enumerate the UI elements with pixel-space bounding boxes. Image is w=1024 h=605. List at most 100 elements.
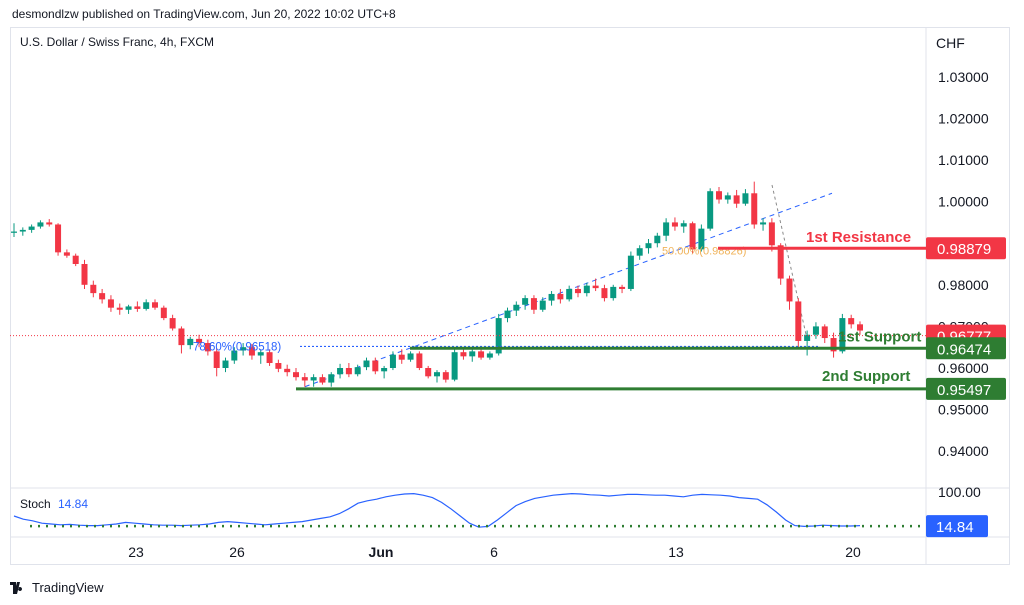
candle-body — [319, 377, 326, 383]
support-1-price-tag-bg — [926, 337, 1006, 360]
tradingview-logo-icon — [10, 581, 23, 594]
price-tick-label: 0.94000 — [938, 443, 989, 459]
candle-body — [566, 288, 573, 300]
candle-body — [407, 353, 414, 360]
candle-body — [716, 191, 722, 200]
candle-body — [619, 286, 626, 289]
stoch-label: Stoch — [20, 497, 51, 511]
candle-body — [548, 293, 555, 301]
candle-body — [689, 223, 696, 250]
candle-body — [257, 352, 264, 356]
candle-body — [804, 334, 811, 341]
candle-body — [310, 377, 317, 381]
currency-label: CHF — [936, 35, 965, 51]
candle-body — [557, 293, 564, 300]
candle-body — [645, 243, 652, 249]
candle-body — [204, 343, 211, 352]
candle-body — [539, 300, 546, 310]
candle-body — [37, 222, 44, 227]
candle-body — [160, 307, 167, 319]
candle-body — [363, 360, 370, 368]
stoch-line — [13, 492, 861, 528]
support-1-price-tag: 0.96474 — [937, 341, 991, 358]
footer: TradingView — [10, 580, 104, 595]
candle-body — [275, 363, 282, 369]
candle-body — [575, 288, 581, 294]
candle-body — [857, 324, 863, 331]
candle-body — [680, 223, 687, 227]
candle-body — [786, 278, 793, 302]
candle-body — [698, 228, 705, 250]
candle-body — [116, 307, 123, 310]
candle-body — [178, 328, 185, 346]
candle-body — [671, 222, 678, 227]
time-tick-label: 26 — [229, 544, 245, 560]
candle-body — [821, 326, 828, 339]
support-2-label: 2nd Support — [822, 368, 910, 385]
candle-body — [636, 248, 643, 256]
candle-body — [107, 299, 114, 308]
candle-body — [663, 222, 670, 236]
candle-body — [751, 193, 758, 225]
candle-body — [478, 351, 485, 358]
fib-786-label: 78.60%(0.96518) — [193, 341, 281, 353]
candle-body — [627, 255, 634, 289]
candle-body — [240, 347, 247, 351]
candle-body — [134, 306, 141, 309]
price-tick-label: 0.96000 — [938, 360, 989, 376]
candle-body — [99, 293, 106, 300]
candle-body — [795, 301, 802, 341]
stoch-value-tag-bg — [926, 515, 988, 538]
price-tick-label: 0.95000 — [938, 402, 989, 418]
candle-body — [812, 326, 819, 335]
candle-body — [11, 231, 17, 233]
resistance-label: 1st Resistance — [806, 229, 911, 246]
time-tick-label: 23 — [128, 544, 144, 560]
candle-body — [19, 229, 26, 232]
stoch-value-tag: 14.84 — [936, 519, 974, 536]
support-2-price-tag-bg — [926, 377, 1006, 400]
candle-body — [495, 318, 502, 354]
candle-body — [777, 245, 784, 279]
time-tick-label: 13 — [668, 544, 684, 560]
candle-body — [654, 235, 661, 244]
price-tick-label: 1.03000 — [938, 69, 989, 85]
candle-body — [372, 360, 379, 372]
candle-body — [434, 372, 440, 377]
price-tick-label: 1.00000 — [938, 194, 989, 210]
support-2-price-tag: 0.95497 — [937, 382, 991, 399]
time-tick-label: 6 — [490, 544, 498, 560]
candle-body — [293, 372, 299, 378]
candle-body — [733, 195, 740, 204]
candle-body — [231, 350, 238, 361]
candle-body — [530, 298, 537, 310]
candle-body — [830, 338, 837, 352]
resistance-price-tag-bg — [926, 237, 1006, 260]
candle-body — [222, 360, 229, 368]
candle-body — [460, 352, 467, 357]
candle-body — [425, 368, 432, 377]
price-tick-label: 1.01000 — [938, 152, 989, 168]
candle-body — [328, 374, 335, 383]
candle-body — [610, 286, 617, 299]
candle-body — [63, 252, 70, 256]
candle-body — [504, 310, 511, 319]
candle-body — [742, 193, 749, 204]
candle-body — [398, 354, 405, 360]
candle-body — [169, 318, 176, 329]
price-tick-label: 0.98000 — [938, 277, 989, 293]
candle-body — [768, 222, 775, 246]
stoch-value-label: 14.84 — [58, 497, 88, 511]
chart-frame — [10, 27, 1010, 565]
candle-body — [724, 195, 731, 200]
candle-body — [848, 318, 855, 325]
candle-body — [442, 372, 449, 380]
candle-body — [301, 377, 308, 381]
candle-body — [486, 353, 493, 358]
candle-body — [354, 367, 361, 375]
candle-body — [513, 304, 520, 311]
candle-body — [46, 222, 53, 225]
candle-body — [90, 284, 97, 294]
candle-body — [143, 302, 150, 309]
